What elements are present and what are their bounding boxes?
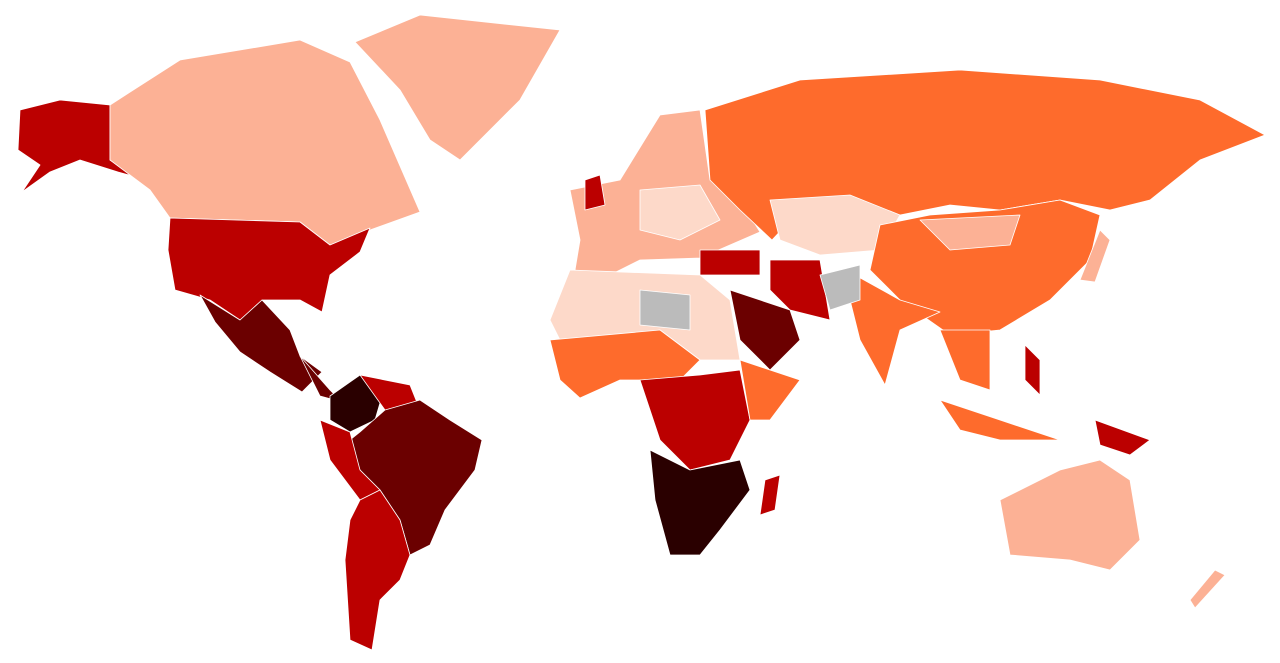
region	[167, 217, 371, 321]
region	[699, 249, 761, 276]
region	[939, 399, 1061, 441]
region	[639, 289, 691, 331]
region	[939, 329, 991, 391]
region	[584, 174, 606, 211]
region	[739, 359, 801, 421]
region	[729, 289, 801, 371]
region	[1189, 569, 1226, 609]
region	[819, 264, 861, 311]
region	[199, 294, 323, 393]
region	[17, 99, 141, 193]
region	[769, 259, 831, 321]
region	[649, 449, 751, 556]
region	[354, 14, 561, 161]
region	[1094, 419, 1151, 456]
region	[109, 39, 421, 246]
region	[759, 474, 781, 516]
region	[344, 489, 411, 651]
region	[1024, 344, 1041, 396]
region	[869, 199, 1101, 336]
region	[639, 369, 751, 471]
region	[639, 184, 721, 241]
region	[849, 274, 941, 386]
region	[919, 214, 1021, 251]
region	[1079, 229, 1111, 283]
region	[999, 459, 1141, 571]
